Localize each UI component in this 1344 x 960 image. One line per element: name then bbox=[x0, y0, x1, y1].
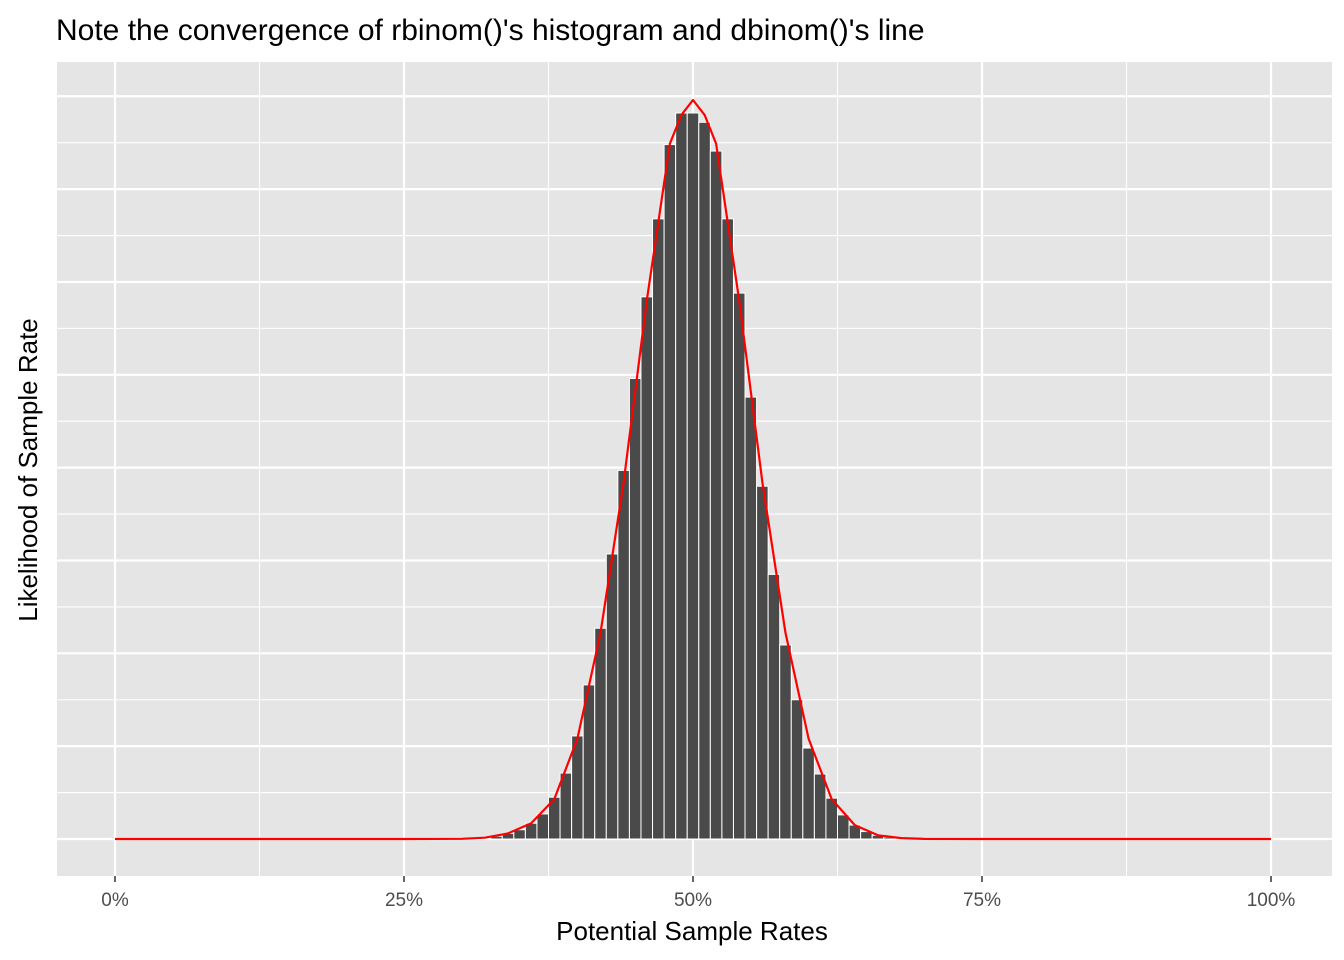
histogram-bar bbox=[709, 150, 723, 840]
histogram-bar bbox=[698, 121, 711, 840]
histogram-bar bbox=[663, 144, 677, 840]
x-tick-label: 0% bbox=[101, 890, 129, 911]
x-tick-label: 75% bbox=[963, 890, 1001, 911]
histogram-bar bbox=[594, 627, 607, 840]
histogram-bar bbox=[756, 485, 769, 840]
y-axis-title: Likelihood of Sample Rate bbox=[13, 318, 43, 622]
histogram-bar bbox=[605, 553, 619, 840]
chart-title: Note the convergence of rbinom()'s histo… bbox=[56, 14, 925, 47]
density-line bbox=[115, 98, 1271, 841]
x-axis-ticks bbox=[114, 876, 1272, 882]
histogram-bar bbox=[813, 773, 827, 840]
histogram-bar bbox=[617, 469, 630, 840]
histogram-bar bbox=[721, 218, 734, 840]
histogram-bar bbox=[652, 218, 665, 840]
x-tick-label: 100% bbox=[1247, 890, 1296, 911]
x-axis-title: Potential Sample Rates bbox=[556, 916, 828, 946]
histogram-bar bbox=[767, 573, 781, 840]
histogram-bar bbox=[686, 112, 700, 840]
histogram-bar bbox=[732, 292, 746, 840]
histogram-bar bbox=[744, 396, 758, 840]
histogram-bar bbox=[779, 644, 792, 840]
histogram-bar bbox=[675, 112, 688, 840]
x-axis-tick-labels: 0% 25% 50% 75% 100% bbox=[101, 890, 1295, 911]
histogram-bar bbox=[559, 772, 573, 840]
x-tick-label: 50% bbox=[674, 890, 712, 911]
histogram-bar bbox=[837, 814, 850, 840]
histogram-bar bbox=[790, 699, 804, 840]
histogram-bar bbox=[536, 813, 550, 840]
x-tick-label: 25% bbox=[385, 890, 423, 911]
histogram-bars bbox=[490, 112, 896, 840]
histogram-bar bbox=[640, 296, 654, 840]
histogram-bar bbox=[802, 747, 815, 840]
histogram-bar bbox=[628, 378, 642, 840]
